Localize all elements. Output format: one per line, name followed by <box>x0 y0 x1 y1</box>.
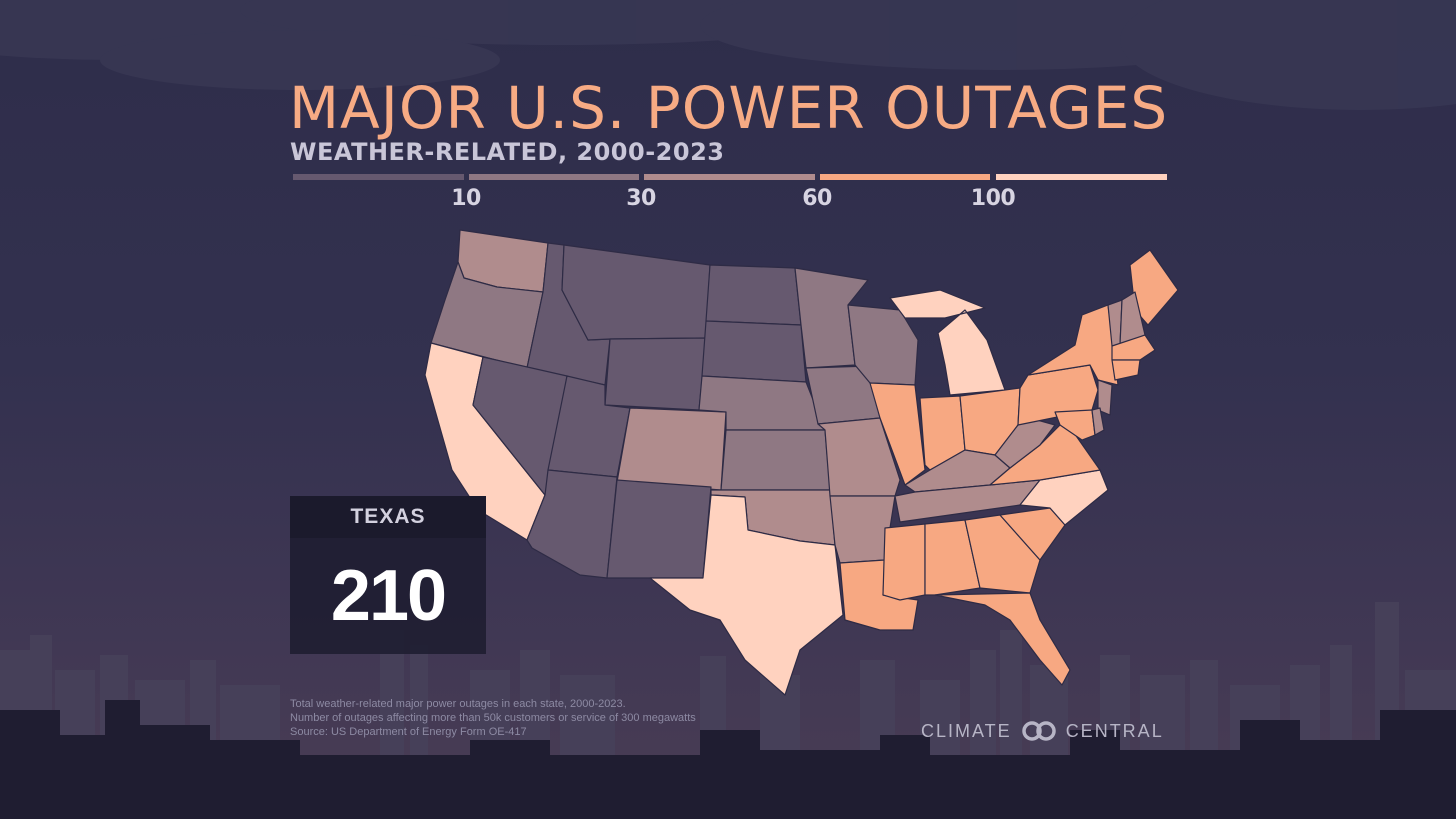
legend-bin-3 <box>644 174 815 180</box>
footnotes: Total weather-related major power outage… <box>290 697 696 739</box>
legend-tick-30: 30 <box>626 186 656 211</box>
city-skyline <box>0 602 1456 819</box>
brand-infinity-icon <box>1021 721 1056 741</box>
legend-bin-2 <box>469 174 639 180</box>
state-connecticut[interactable] <box>1111 359 1141 381</box>
footnote-source: Source: US Department of Energy Form OE-… <box>290 726 527 738</box>
state-montana[interactable] <box>561 244 711 341</box>
selected-state-callout: TEXAS 210 <box>290 496 486 654</box>
chart-title: MAJOR U.S. POWER OUTAGES <box>289 74 1169 142</box>
legend-bin-4 <box>820 174 990 180</box>
legend-tick-10: 10 <box>451 186 481 211</box>
state-new-jersey[interactable] <box>1097 379 1113 416</box>
state-new-mexico[interactable] <box>606 479 712 579</box>
state-kansas[interactable] <box>720 429 831 491</box>
legend-tick-100: 100 <box>970 186 1016 211</box>
callout-state-name: TEXAS <box>290 496 486 538</box>
state-texas[interactable] <box>649 494 844 696</box>
legend-tick-60: 60 <box>802 186 832 211</box>
state-alabama[interactable] <box>924 519 981 596</box>
state-illinois[interactable] <box>869 382 926 486</box>
cloud-layer <box>0 0 1456 110</box>
state-north-dakota[interactable] <box>705 264 802 326</box>
state-mississippi[interactable] <box>882 523 926 601</box>
state-massachusetts[interactable] <box>1111 334 1156 361</box>
legend-bin-5 <box>996 174 1167 180</box>
footnote-definition: Number of outages affecting more than 50… <box>290 712 696 724</box>
callout-value: 210 <box>290 538 486 654</box>
state-florida[interactable] <box>934 592 1071 686</box>
brand-left-text: CLIMATE <box>921 720 1012 741</box>
state-south-dakota[interactable] <box>701 320 807 383</box>
footnote-description: Total weather-related major power outage… <box>290 698 626 710</box>
state-delaware[interactable] <box>1091 407 1105 436</box>
color-legend: 10 30 60 100 <box>293 174 1167 214</box>
state-wyoming[interactable] <box>604 337 707 411</box>
state-maryland[interactable] <box>1054 409 1096 441</box>
legend-bin-1 <box>293 174 464 180</box>
brand-right-text: CENTRAL <box>1065 720 1164 741</box>
climate-central-logo: CLIMATE CENTRAL <box>921 718 1171 744</box>
chart-subtitle: WEATHER-RELATED, 2000-2023 <box>290 138 725 166</box>
state-colorado[interactable] <box>616 407 727 491</box>
state-georgia[interactable] <box>964 514 1041 594</box>
